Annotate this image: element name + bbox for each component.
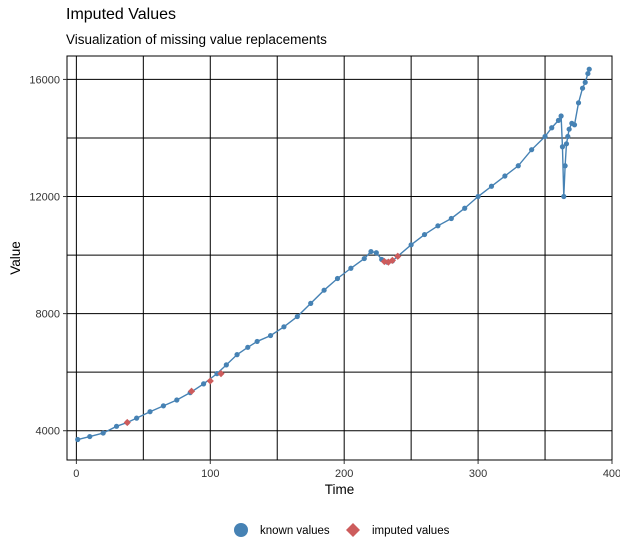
- known-value-point: [200, 381, 207, 387]
- known-value-point: [582, 79, 588, 85]
- known-series: [75, 66, 592, 443]
- imputed-value-point: [388, 256, 396, 264]
- known-value-point: [421, 231, 428, 238]
- known-value-point: [254, 338, 260, 345]
- known-value-point: [408, 242, 414, 248]
- known-value-point: [549, 125, 555, 131]
- known-value-point: [571, 122, 578, 128]
- known-value-point: [561, 193, 567, 200]
- legend-key-imputed: [346, 523, 360, 537]
- known-value-point: [281, 324, 287, 330]
- imputed-value-point: [380, 257, 388, 266]
- y-axis-label: Value: [8, 241, 23, 275]
- known-value-point: [575, 100, 582, 106]
- y-tick-label: 12000: [29, 192, 60, 204]
- known-value-point: [435, 223, 441, 229]
- grid-layer: [67, 56, 613, 460]
- x-tick-label: 0: [73, 468, 79, 480]
- known-value-point: [565, 133, 571, 140]
- legend-label-known: known values: [260, 525, 330, 537]
- y-tick-label: 8000: [36, 309, 60, 321]
- known-value-point: [563, 141, 570, 147]
- imputed-value-point: [206, 377, 214, 385]
- known-value-point: [585, 70, 591, 77]
- known-value-point: [502, 173, 508, 179]
- known-value-point: [368, 248, 374, 255]
- axis-layer: 0 100 200 300 400 4000 8000 12000 16000: [29, 74, 620, 480]
- known-value-point: [558, 113, 564, 119]
- known-value-point: [321, 287, 327, 293]
- known-value-point: [579, 85, 586, 91]
- known-value-point: [373, 250, 379, 256]
- known-value-point: [134, 415, 140, 421]
- known-value-point: [562, 163, 568, 169]
- known-value-point: [214, 371, 220, 377]
- x-axis-label: Time: [325, 482, 355, 497]
- known-value-point: [160, 403, 167, 409]
- chart-title: Imputed Values: [66, 6, 176, 23]
- chart-subtitle: Visualization of missing value replaceme…: [66, 32, 327, 47]
- known-value-point: [294, 313, 300, 320]
- known-value-point: [245, 344, 251, 350]
- imputed-value-point: [123, 418, 131, 427]
- known-values-line: [77, 68, 590, 441]
- known-value-point: [475, 193, 481, 200]
- x-tick-label: 400: [603, 468, 620, 480]
- known-value-point: [348, 265, 354, 271]
- y-tick-label: 4000: [36, 426, 60, 438]
- known-value-point: [566, 126, 572, 132]
- known-value-point: [87, 433, 93, 440]
- known-value-point: [174, 397, 180, 403]
- known-value-point: [462, 205, 468, 211]
- known-value-point: [75, 436, 81, 443]
- imputed-value-point: [217, 370, 225, 378]
- panel-border: [66, 55, 613, 461]
- known-value-point: [334, 275, 341, 282]
- y-tick-label: 16000: [29, 74, 60, 86]
- known-value-point: [267, 332, 274, 339]
- known-value-point: [223, 362, 229, 368]
- known-value-point: [488, 183, 495, 189]
- known-value-point: [100, 430, 106, 436]
- imputed-value-point: [187, 387, 196, 395]
- known-value-point: [586, 66, 592, 72]
- known-value-point: [308, 300, 314, 306]
- known-value-point: [515, 163, 521, 169]
- known-value-point: [113, 423, 120, 429]
- known-value-point: [559, 144, 566, 150]
- known-value-point: [529, 147, 535, 153]
- legend-label-imputed: imputed values: [372, 525, 450, 537]
- known-value-point: [448, 215, 454, 222]
- x-tick-label: 300: [469, 468, 487, 480]
- known-value-point: [147, 409, 153, 415]
- known-value-point: [361, 255, 367, 262]
- known-value-point: [555, 117, 562, 124]
- known-value-point: [234, 352, 240, 358]
- x-tick-label: 200: [335, 468, 353, 480]
- x-tick-label: 100: [201, 468, 219, 480]
- imputed-series: [123, 252, 402, 427]
- legend-key-known: [234, 523, 248, 537]
- legend: known values imputed values: [234, 523, 450, 537]
- known-value-point: [542, 133, 548, 140]
- imputed-value-point: [394, 252, 402, 260]
